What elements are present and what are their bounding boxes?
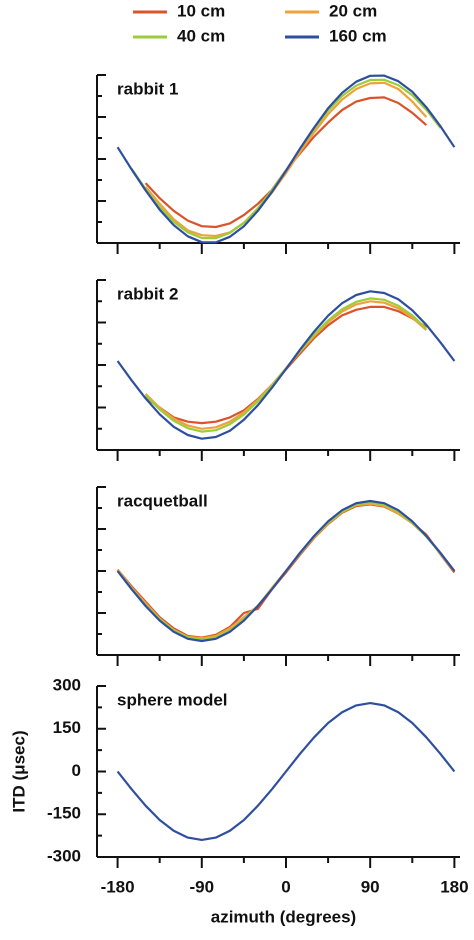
x-axis-label: azimuth (degrees) <box>211 907 356 926</box>
legend-label: 40 cm <box>177 26 225 45</box>
y-tick-label: 300 <box>53 675 81 694</box>
y-tick-label: -150 <box>47 804 81 823</box>
x-tick-label: 90 <box>361 877 380 896</box>
series-line <box>116 702 456 841</box>
legend-label: 20 cm <box>329 1 377 20</box>
y-tick-label: 150 <box>53 718 81 737</box>
x-tick-label: 180 <box>440 877 468 896</box>
y-tick-label: -300 <box>47 846 81 865</box>
series-line <box>144 300 428 430</box>
x-tick-label: -180 <box>101 877 135 896</box>
series-line <box>116 499 456 643</box>
panel-title: rabbit 2 <box>117 284 178 303</box>
series-line <box>144 81 428 238</box>
series-line <box>144 305 427 425</box>
y-axis-label: ITD (μsec) <box>9 730 28 812</box>
series-line <box>144 297 428 433</box>
x-tick-label: -90 <box>189 877 214 896</box>
series-line <box>116 290 456 440</box>
panel-title: racquetball <box>117 491 208 510</box>
panel-title: sphere model <box>117 690 228 709</box>
series-line <box>144 96 428 229</box>
y-tick-label: 0 <box>72 761 81 780</box>
series-line <box>116 74 456 244</box>
legend-label: 10 cm <box>177 1 225 20</box>
legend-label: 160 cm <box>329 26 387 45</box>
panel-title: rabbit 1 <box>117 79 178 98</box>
x-tick-label: 0 <box>281 877 290 896</box>
